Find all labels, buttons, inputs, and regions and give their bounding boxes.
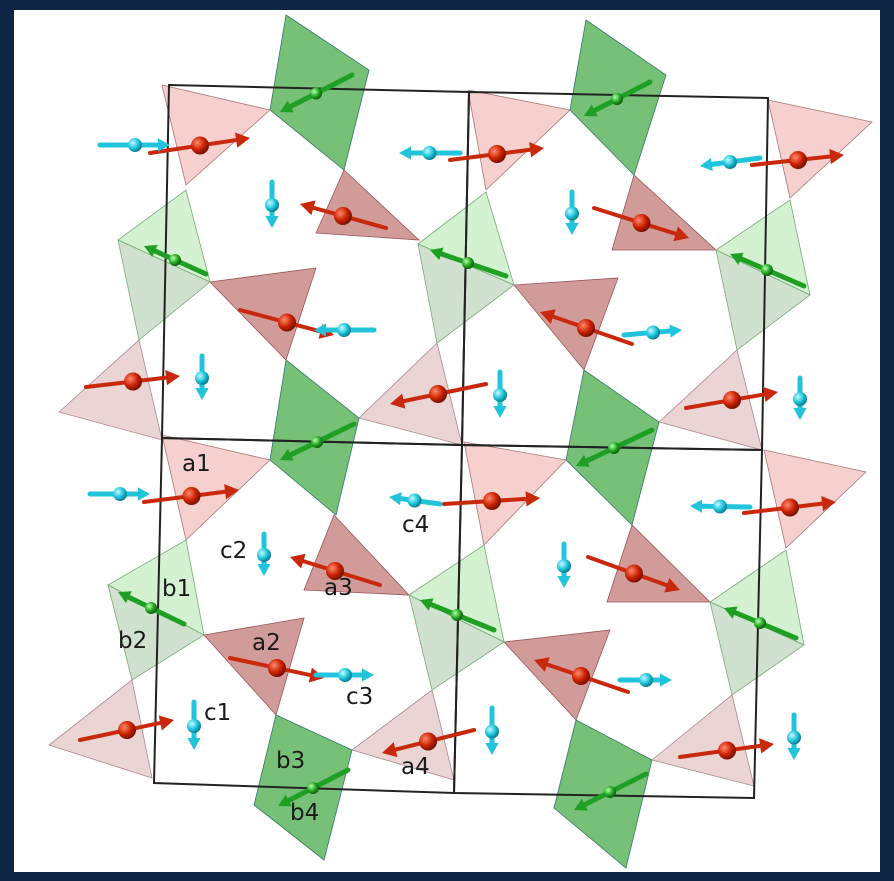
red-triangle: [767, 99, 873, 199]
red-spin-arrow: [540, 309, 634, 346]
green-spin-arrow: [730, 252, 807, 289]
red-spin-arrow: [442, 491, 540, 510]
cyan-spin-arrow: [399, 146, 463, 160]
green-spin-arrow: [584, 79, 653, 117]
red-triangle-dark: [611, 174, 718, 251]
red-spin-arrow: [678, 738, 774, 760]
cyan-spin-arrow: [195, 353, 209, 400]
green-spin-arrow: [144, 244, 209, 277]
red-triangle-dark: [503, 629, 611, 721]
cyan-spin-arrow: [257, 531, 271, 576]
red-triangle-grey: [658, 349, 763, 451]
label-c3: c3: [346, 684, 373, 710]
red-spin-arrow: [78, 715, 174, 742]
label-b1: b1: [162, 576, 191, 602]
cyan-spin-arrow: [690, 499, 753, 514]
red-spin-arrow: [228, 656, 324, 683]
cyan-spin-arrow: [617, 673, 672, 687]
red-triangle-grey: [58, 339, 163, 441]
label-a3: a3: [324, 575, 353, 601]
red-spin-arrow: [382, 728, 476, 758]
cyan-spin-arrow: [485, 705, 499, 755]
red-triangle-dark: [203, 617, 305, 716]
green-spin-arrow: [278, 767, 351, 807]
label-a2: a2: [252, 630, 281, 656]
green-spin-arrow: [280, 72, 355, 113]
red-triangle: [463, 441, 567, 546]
label-c1: c1: [204, 700, 231, 726]
green-spin-arrow: [574, 771, 649, 811]
red-spin-arrow: [750, 148, 844, 169]
cyan-spin-arrow: [97, 138, 170, 152]
red-triangle-grey: [48, 679, 153, 779]
red-spin-arrow: [148, 132, 250, 155]
cyan-spin-arrow: [700, 155, 763, 171]
green-spin-arrow: [576, 427, 655, 467]
cyan-spin-arrow: [313, 668, 374, 682]
magnetic-structure-diagram: a1 c4 c2 a3 b1 b2 a2 c3 c1 b3 a4 b4: [48, 14, 873, 869]
red-spin-arrow: [448, 142, 544, 163]
red-spin-arrow: [142, 484, 239, 505]
green-spin-arrow: [430, 247, 509, 279]
red-triangle: [161, 84, 271, 186]
triangle-layer: [48, 14, 873, 869]
label-b3: b3: [276, 748, 305, 774]
red-spin-arrow: [300, 200, 388, 230]
red-triangle: [467, 89, 571, 191]
cyan-spin-arrow: [87, 487, 150, 501]
red-spin-arrow: [586, 555, 680, 593]
red-triangle-dark: [315, 169, 421, 241]
cyan-spin-arrow: [787, 712, 801, 760]
cyan-spin-arrow: [565, 189, 579, 235]
label-a1: a1: [182, 451, 211, 477]
red-spin-arrow: [290, 553, 382, 587]
label-b4: b4: [290, 800, 319, 826]
red-spin-arrow: [742, 496, 836, 517]
label-a4: a4: [401, 754, 430, 780]
red-spin-arrow: [684, 386, 778, 410]
cyan-spin-arrow: [265, 179, 279, 228]
label-c4: c4: [402, 512, 429, 538]
green-spin-arrow: [724, 606, 799, 641]
red-triangle: [763, 449, 867, 549]
red-spin-arrow: [592, 206, 689, 242]
figure-panel: a1 c4 c2 a3 b1 b2 a2 c3 c1 b3 a4 b4: [14, 10, 880, 872]
red-spin-arrow: [84, 369, 180, 391]
red-triangle-dark: [303, 514, 410, 596]
label-b2: b2: [118, 628, 147, 654]
cyan-spin-arrow: [557, 541, 571, 588]
unit-cell-outlines: [152, 83, 770, 800]
green-spin-arrow: [280, 421, 357, 461]
green-spin-arrow: [118, 591, 187, 627]
label-c2: c2: [220, 538, 247, 564]
red-triangle-dark: [606, 524, 711, 603]
red-spin-arrow: [390, 382, 488, 409]
red-triangle: [161, 434, 271, 541]
site-labels: a1 c4 c2 a3 b1 b2 a2 c3 c1 b3 a4 b4: [118, 451, 430, 826]
red-triangle-grey: [651, 694, 755, 787]
cyan-spin-arrow: [621, 324, 682, 340]
spin-layer: [78, 72, 844, 811]
cyan-spin-arrow: [314, 323, 377, 337]
red-triangle-dark: [513, 277, 619, 371]
red-triangle-grey: [358, 342, 463, 446]
cyan-spin-arrow: [493, 369, 507, 418]
cyan-spin-arrow: [187, 699, 201, 750]
cyan-spin-arrow: [793, 375, 807, 420]
green-spin-arrow: [420, 598, 497, 633]
unit-cell: [452, 443, 764, 800]
cyan-spin-arrow: [389, 492, 443, 508]
red-triangle-grey: [351, 689, 455, 781]
red-spin-arrow: [534, 657, 630, 694]
red-triangle-dark: [209, 267, 317, 361]
